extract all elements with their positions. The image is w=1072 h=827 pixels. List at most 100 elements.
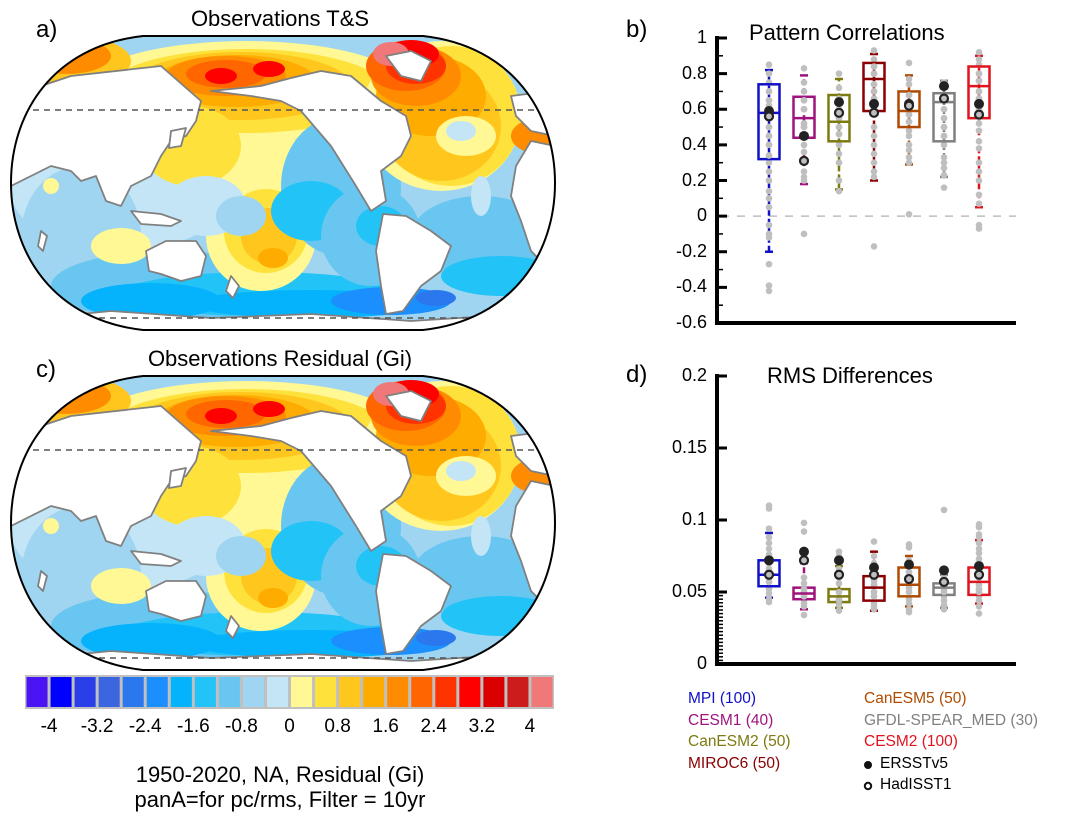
hadisst1-marker: [833, 569, 845, 580]
land-mass: [375, 553, 452, 655]
land-mass: [385, 390, 432, 422]
ensemble-member-point: [975, 159, 983, 166]
ersstv5-marker: [939, 81, 949, 92]
ensemble-member-point: [870, 81, 878, 88]
ensemble-member-point: [870, 56, 878, 63]
colorbar-swatch: [291, 677, 313, 707]
y-tick-label: 0.1: [681, 509, 707, 529]
ensemble-member-point: [765, 533, 773, 541]
ersstv5-marker: [869, 562, 879, 573]
ensemble-member-point: [765, 260, 773, 268]
ensemble-member-point: [835, 187, 843, 195]
panel-b-label: b): [626, 16, 648, 43]
ensemble-member-point: [870, 605, 878, 613]
anomaly-contour: [416, 290, 456, 306]
ensemble-member-point: [800, 177, 808, 184]
ensemble-member-point: [870, 47, 878, 54]
ensemble-member-point: [765, 282, 773, 289]
colorbar-tick-label: 1.6: [372, 716, 399, 737]
filled-circle-icon: [864, 760, 872, 769]
ensemble-member-point: [765, 502, 773, 509]
y-tick-label: 0.2: [681, 365, 707, 385]
ensemble-member-point: [905, 588, 913, 596]
ensemble-member-point: [835, 150, 843, 158]
ensemble-member-point: [765, 132, 773, 140]
ersstv5-marker: [834, 555, 844, 566]
y-tick-label: 0.4: [681, 133, 707, 154]
land-mass: [145, 580, 207, 622]
ersstv5-marker: [869, 98, 879, 109]
ensemble-member-point: [765, 234, 773, 241]
hadisst1-marker: [903, 100, 915, 111]
ensemble-member-point: [765, 287, 773, 295]
anomaly-contour: [253, 401, 285, 417]
colorbar-swatch: [242, 677, 264, 707]
colorbar-swatch: [218, 677, 240, 707]
y-tick-label: 1: [696, 27, 707, 47]
open-circle-icon: [863, 781, 873, 791]
ensemble-member-point: [765, 97, 773, 104]
ensemble-member-point: [835, 607, 843, 615]
land-mass: [145, 240, 207, 282]
ensemble-member-point: [870, 123, 878, 131]
ensemble-member-point: [975, 539, 983, 547]
land-mass: [375, 213, 452, 315]
panel-d-title: RMS Differences: [767, 363, 933, 388]
ensemble-member-point: [975, 610, 983, 617]
hadisst1-marker: [833, 107, 845, 118]
iqr-box: [932, 91, 956, 143]
ensemble-member-point: [800, 603, 808, 610]
ensemble-member-point: [870, 88, 878, 95]
anomaly-contour: [416, 630, 456, 646]
ersstv5-marker: [764, 555, 774, 566]
colorbar-tick-label: -4: [40, 716, 58, 737]
ensemble-member-point: [905, 608, 913, 616]
colorbar-tick-label: 0: [284, 716, 295, 737]
colorbar-swatch: [387, 677, 409, 707]
ensemble-member-point: [870, 173, 878, 181]
box-gfdl-spear_med: [932, 79, 956, 191]
colorbar-swatch: [459, 677, 481, 707]
ensemble-member-point: [835, 580, 843, 587]
ensemble-member-point: [905, 141, 913, 149]
legend-item-gfdl-spear_med: GFDL-SPEAR_MED (30): [864, 711, 1038, 729]
ensemble-member-point: [905, 544, 913, 551]
ensemble-member-point: [905, 211, 913, 218]
ensemble-member-point: [765, 61, 773, 69]
ensemble-member-point: [800, 97, 808, 104]
anomaly-contour: [258, 248, 288, 268]
ersstv5-marker: [834, 97, 844, 108]
ensemble-member-point: [905, 75, 913, 83]
ersstv5-marker: [799, 546, 809, 557]
ensemble-member-point: [800, 519, 808, 527]
colorbar-tick-label: -0.8: [225, 716, 258, 737]
legend-item-mpi: MPI (100): [688, 690, 757, 707]
ensemble-member-point: [940, 164, 948, 172]
ensemble-member-point: [870, 141, 878, 149]
ensemble-member-point: [765, 88, 773, 95]
ensemble-member-point: [765, 159, 773, 166]
ensemble-member-point: [905, 127, 913, 134]
ensemble-member-point: [975, 56, 983, 63]
ensemble-member-point: [800, 88, 808, 95]
ensemble-member-point: [870, 593, 878, 600]
legend-item-canesm2: CanESM2 (50): [688, 733, 791, 750]
legend-item-cesm2: CESM2 (100): [864, 733, 958, 750]
ensemble-member-point: [800, 79, 808, 86]
ensemble-member-point: [905, 59, 913, 67]
hadisst1-marker: [763, 569, 775, 580]
ensemble-member-point: [835, 84, 843, 92]
ensemble-member-point: [800, 148, 808, 156]
legend-item-hadisst1: HadISST1: [880, 776, 952, 793]
ensemble-member-point: [765, 177, 773, 184]
ensemble-member-point: [975, 168, 983, 175]
ensemble-member-point: [765, 525, 773, 532]
anomaly-contour: [43, 518, 59, 534]
colorbar-swatch: [266, 677, 288, 707]
ensemble-member-point: [975, 88, 983, 95]
colorbar-swatch: [122, 677, 144, 707]
map-field: [11, 36, 555, 330]
map-border: [9, 35, 557, 331]
y-tick-label: 0.6: [681, 98, 707, 119]
